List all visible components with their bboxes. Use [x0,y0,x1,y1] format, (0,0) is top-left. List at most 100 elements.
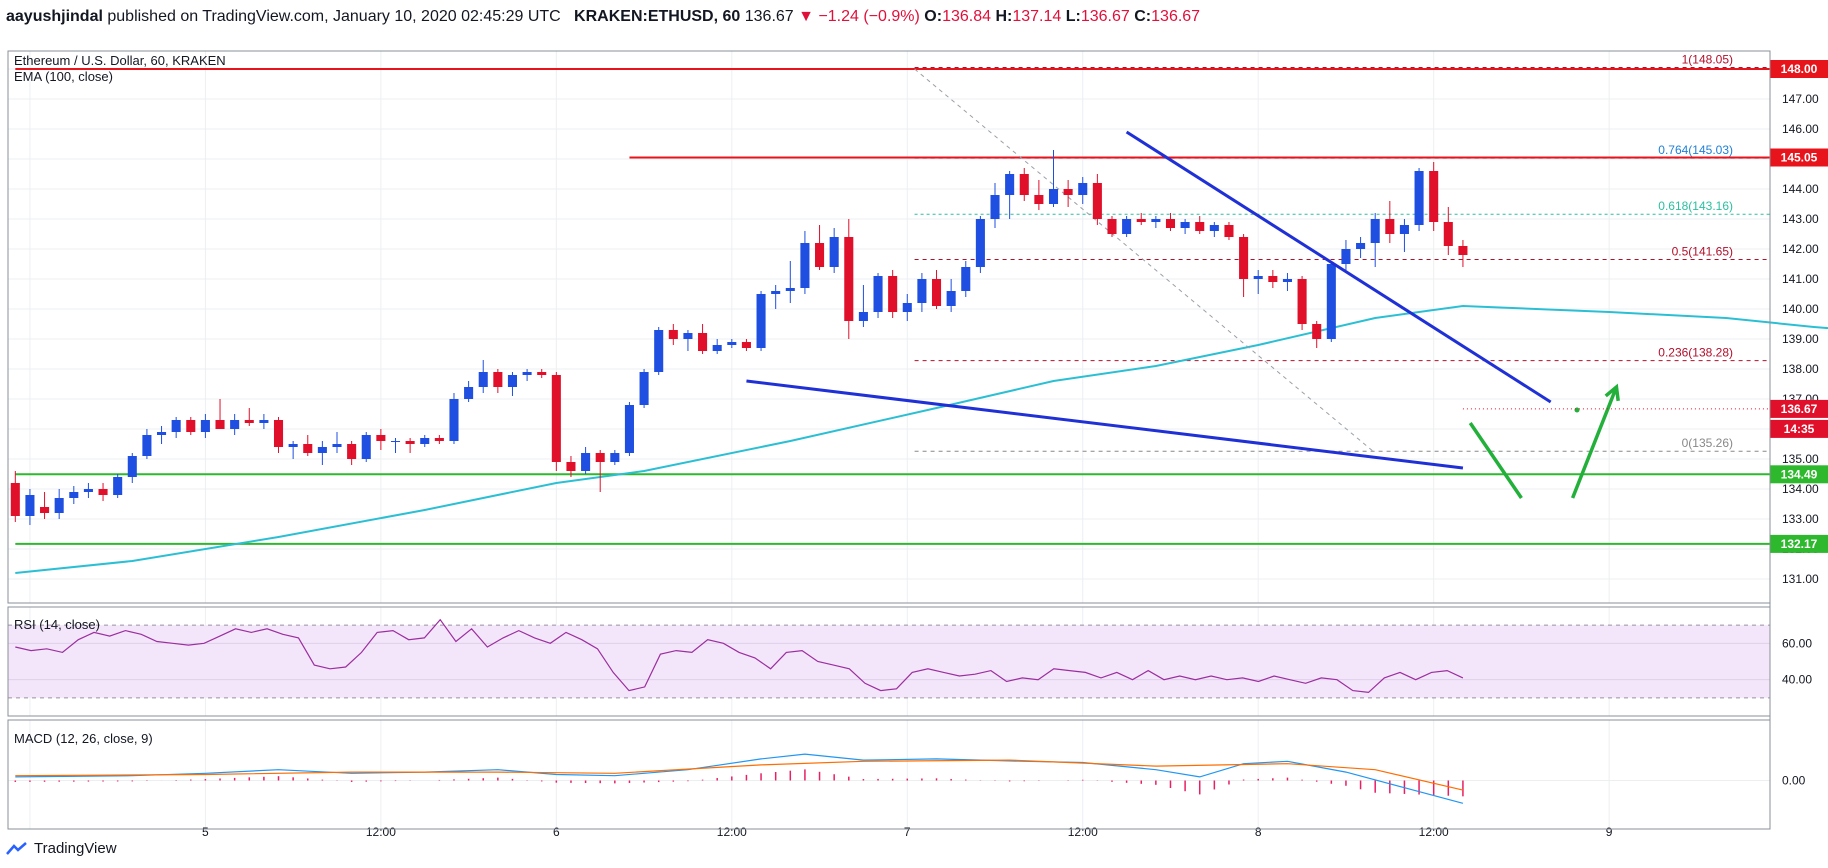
candle-down [493,369,503,393]
trendlines[interactable] [746,130,1552,470]
rsi-line [15,618,1464,694]
candle-down [1136,213,1146,225]
candle-body [1239,237,1249,279]
candle-down [215,399,225,429]
candle-body [40,507,50,513]
rsi-pane[interactable]: RSI (14, close) 60.00 40.00 [8,607,1812,716]
open-value: 136.84 [942,8,992,25]
time-tick-label: 6 [553,825,560,838]
candle-up [771,285,781,309]
candle-body [420,438,430,444]
footer-brand[interactable]: TradingView [34,840,117,857]
candle-body [259,420,269,423]
candle-body [332,444,342,447]
arrow-head-icon [1604,383,1620,402]
price-grid [8,51,1770,603]
candle-body [727,342,737,345]
candle-down [1195,216,1205,234]
candle-down [273,417,284,453]
candle-up [610,450,620,465]
macd-pane[interactable]: MACD (12, 26, close, 9) 0.00 [8,720,1806,829]
macd-label: MACD (12, 26, close, 9) [14,731,153,746]
candle-up [171,417,181,438]
candle-down [595,450,605,492]
level-price-tag [1770,148,1828,167]
candle-body [1048,189,1059,204]
macd-histogram [14,769,1464,797]
candle-up [917,273,927,312]
candle-body [815,243,825,267]
ema-label: EMA (100, close) [14,69,113,84]
candle-body [10,483,20,516]
candle-up [581,447,591,474]
candle-body [288,444,298,447]
candle-up [712,339,722,354]
author-name[interactable]: aayushjindal [6,8,103,25]
candle-down [1034,180,1044,210]
candle-body [931,279,942,306]
rsi-label: RSI (14, close) [14,617,100,632]
time-tick-label: 12:00 [717,825,747,838]
candle-up [25,489,35,525]
chart-canvas[interactable]: 1(148.05) 0.764(145.03) 0.618(143.16) 0.5(1… [0,48,1828,838]
rsi-band [8,625,1770,698]
fib-level-label: 0.618(143.16) [1658,199,1733,213]
fib-level-label: 0.764(145.03) [1658,143,1733,157]
time-tick-label: 9 [1606,825,1613,838]
candle-down [844,219,854,339]
candle-body [1443,222,1453,246]
price-tick-label: 138.00 [1782,362,1819,376]
candle-up [288,441,298,459]
level-price-tag-label: 134.49 [1781,467,1818,481]
price-pane[interactable]: 1(148.05) 0.764(145.03) 0.618(143.16) 0.5(1… [8,51,1828,603]
close-label: C: [1134,8,1152,25]
candle-body [1370,219,1380,243]
candle-body [624,405,634,453]
arrows[interactable] [1468,383,1620,499]
candle-body [171,420,181,432]
tradingview-logo-icon [6,841,27,855]
candle-down [186,417,196,435]
rsi-tick-label: 40.00 [1782,673,1812,687]
candle-down [1297,276,1307,330]
candle-down [1019,168,1029,201]
macd-axis: 0.00 [1782,774,1806,788]
pane-border [7,719,1771,830]
candle-up [332,432,342,453]
ema-line [15,304,1828,574]
candle-body [113,477,123,495]
last-price: 136.67 [744,8,794,25]
candle-up [1370,213,1380,267]
candle-up [507,372,518,396]
candle-body [25,495,35,516]
candle-up [1356,237,1366,258]
countdown-label: 14:35 [1784,422,1815,436]
level-price-tag-label: 145.05 [1781,151,1818,165]
candle-body [668,330,678,339]
candle-body [698,333,708,351]
price-tick-label: 131.00 [1782,572,1819,586]
candle-down [405,438,415,453]
candle-body [1429,171,1439,222]
candle-down [1063,180,1073,207]
level-price-tag [1770,465,1828,484]
candle-down [1224,222,1234,240]
candle-body [1005,174,1015,195]
time-tick-label: 12:00 [366,825,396,838]
candle-up [449,393,459,444]
candle-body [873,276,883,312]
candle-body [230,420,240,429]
marker-dot [1574,407,1580,413]
candle-up [390,438,401,453]
time-tick-label: 5 [202,825,209,838]
candle-up [683,330,693,351]
candle-up [785,261,795,303]
price-tags: 148.00 145.05 134.49 132.17 136.67 14:35 [1462,60,1828,553]
candle-body [902,303,912,312]
horizontal-levels[interactable] [15,68,1770,545]
candle-up [639,369,649,408]
price-tick-label: 133.00 [1782,512,1819,526]
time-axis[interactable]: 5 12:00 6 12:00 7 12:00 8 12:00 9 [202,825,1613,838]
candle-body [566,462,576,471]
candle-up [1414,168,1424,231]
